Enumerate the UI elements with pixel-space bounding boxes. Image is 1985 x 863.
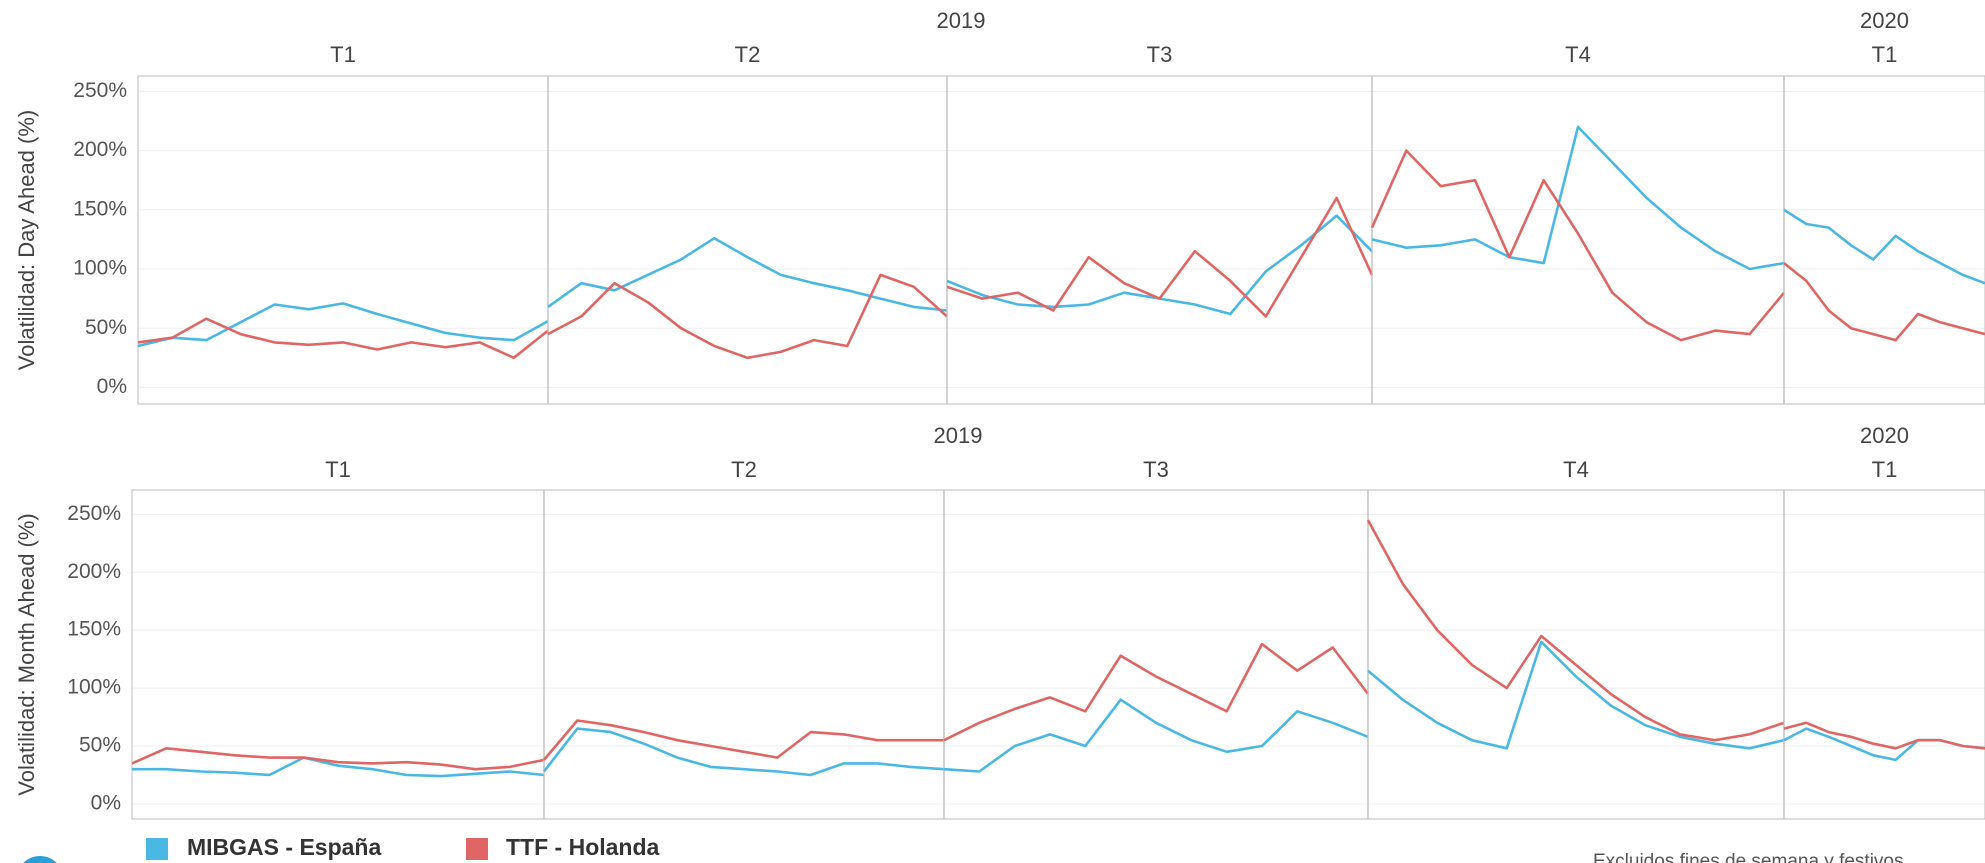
year-label: 2020 bbox=[1860, 423, 1909, 448]
quarter-label: T3 bbox=[1143, 457, 1169, 482]
y-axis-title: Volatilidad: Month Ahead (%) bbox=[14, 513, 39, 796]
series-line bbox=[1370, 149, 1786, 342]
y-tick-label: 150% bbox=[67, 618, 121, 641]
series-line bbox=[1367, 640, 1785, 750]
y-tick-label: 0% bbox=[91, 791, 121, 814]
legend-label: TTF - Holanda bbox=[506, 834, 660, 860]
series-line bbox=[132, 756, 545, 778]
series-line bbox=[547, 273, 948, 360]
quarter-label: T1 bbox=[325, 457, 351, 482]
y-tick-label: 200% bbox=[73, 138, 127, 161]
y-tick-label: 250% bbox=[67, 502, 121, 525]
y-tick-label: 250% bbox=[73, 79, 127, 102]
quarter-label: T3 bbox=[1147, 42, 1173, 67]
series-line bbox=[943, 698, 1369, 773]
y-tick-label: 50% bbox=[79, 734, 121, 757]
series-line bbox=[1783, 262, 1985, 342]
series-line bbox=[1366, 519, 1785, 742]
footnote: Excluidos fines de semana y festivos bbox=[1593, 851, 1904, 863]
quarter-label: T1 bbox=[1872, 457, 1898, 482]
series-line bbox=[1371, 125, 1785, 271]
y-tick-label: 50% bbox=[85, 316, 127, 339]
y-tick-label: 0% bbox=[97, 375, 127, 398]
y-tick-label: 100% bbox=[73, 257, 127, 280]
series-line bbox=[946, 196, 1374, 318]
series-line bbox=[1783, 721, 1985, 750]
y-tick-label: 100% bbox=[67, 676, 121, 699]
year-label: 2019 bbox=[934, 423, 983, 448]
series-line bbox=[542, 727, 945, 777]
series-line bbox=[547, 236, 948, 312]
y-tick-label: 150% bbox=[73, 197, 127, 220]
series-line bbox=[1783, 208, 1985, 285]
series-line bbox=[543, 719, 944, 761]
legend-label: MIBGAS - España bbox=[187, 834, 381, 860]
quarter-label: T4 bbox=[1563, 457, 1589, 482]
y-tick-label: 200% bbox=[67, 560, 121, 583]
year-label: 2020 bbox=[1860, 8, 1909, 33]
legend-swatch bbox=[146, 838, 168, 860]
plot-frame bbox=[137, 75, 1985, 405]
quarter-label: T1 bbox=[330, 42, 356, 67]
series-line bbox=[943, 642, 1370, 742]
plot-frame bbox=[131, 489, 1985, 820]
quarter-label: T2 bbox=[731, 457, 757, 482]
quarter-label: T2 bbox=[735, 42, 761, 67]
logo bbox=[23, 856, 57, 863]
quarter-label: T4 bbox=[1565, 42, 1591, 67]
quarter-label: T1 bbox=[1872, 42, 1898, 67]
series-line bbox=[137, 302, 549, 348]
series-line bbox=[131, 746, 545, 771]
legend-swatch bbox=[466, 838, 488, 860]
year-label: 2019 bbox=[937, 8, 986, 33]
y-axis-title: Volatilidad: Day Ahead (%) bbox=[14, 110, 39, 371]
series-line bbox=[137, 317, 549, 360]
